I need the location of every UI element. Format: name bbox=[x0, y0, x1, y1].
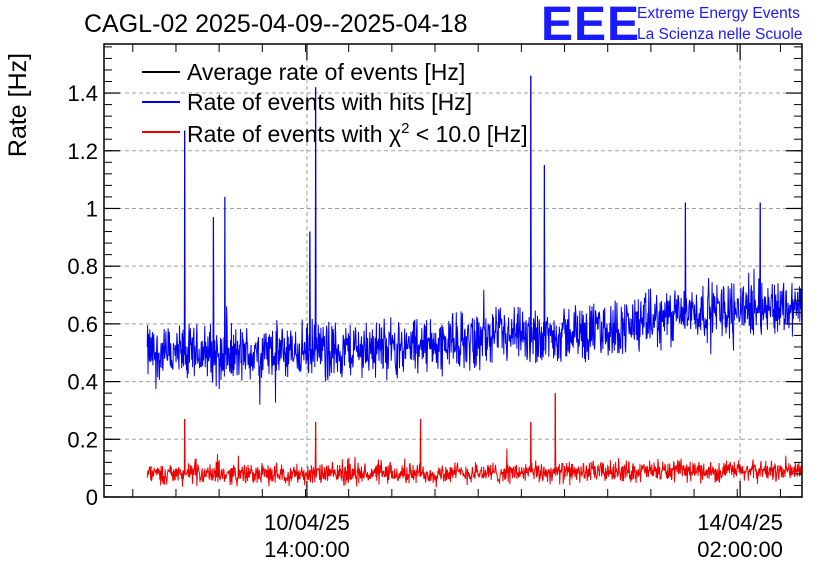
y-tick-label-6: 1.2 bbox=[67, 139, 98, 164]
eee-logo: EEE Extreme Energy Events La Scienza nel… bbox=[541, 0, 802, 51]
y-tick-label-2: 0.4 bbox=[67, 370, 98, 395]
legend-label-hits: Rate of events with hits [Hz] bbox=[187, 89, 472, 115]
legend-chi2-prefix: Rate of events with bbox=[187, 121, 389, 147]
x-tick-date-0: 10/04/25 bbox=[264, 510, 350, 535]
x-tick-time-1: 02:00:00 bbox=[697, 537, 783, 562]
y-tick-label-7: 1.4 bbox=[67, 81, 98, 106]
logo-line-2: La Scienza nelle Scuole bbox=[637, 26, 802, 43]
y-tick-label-0: 0 bbox=[86, 485, 98, 510]
x-tick-date-1: 14/04/25 bbox=[697, 510, 783, 535]
series-line-0 bbox=[146, 75, 803, 405]
plot-frame bbox=[103, 43, 803, 498]
logo-line-1: Extreme Energy Events bbox=[637, 5, 800, 22]
y-tick-label-3: 0.6 bbox=[67, 312, 98, 337]
y-tick-label-4: 0.8 bbox=[67, 254, 98, 279]
chart-title: CAGL-02 2025-04-09--2025-04-18 bbox=[84, 10, 468, 38]
legend: Average rate of events [Hz] Rate of even… bbox=[142, 59, 528, 147]
data-series bbox=[146, 75, 803, 488]
legend-chi2-suffix: < 10.0 [Hz] bbox=[409, 121, 527, 147]
logo-letters: EEE bbox=[541, 0, 640, 51]
series-line-1 bbox=[146, 393, 803, 488]
y-axis-label: Rate [Hz] bbox=[4, 53, 32, 157]
y-tick-label-1: 0.2 bbox=[67, 427, 98, 452]
y-tick-label-5: 1 bbox=[86, 196, 98, 221]
x-tick-time-0: 14:00:00 bbox=[264, 537, 350, 562]
legend-label-average: Average rate of events [Hz] bbox=[187, 59, 465, 85]
legend-chi2-symbol: χ bbox=[389, 121, 401, 147]
legend-label-chi2: Rate of events with χ2 < 10.0 [Hz] bbox=[187, 120, 528, 147]
legend-chi2-superscript: 2 bbox=[401, 120, 409, 137]
